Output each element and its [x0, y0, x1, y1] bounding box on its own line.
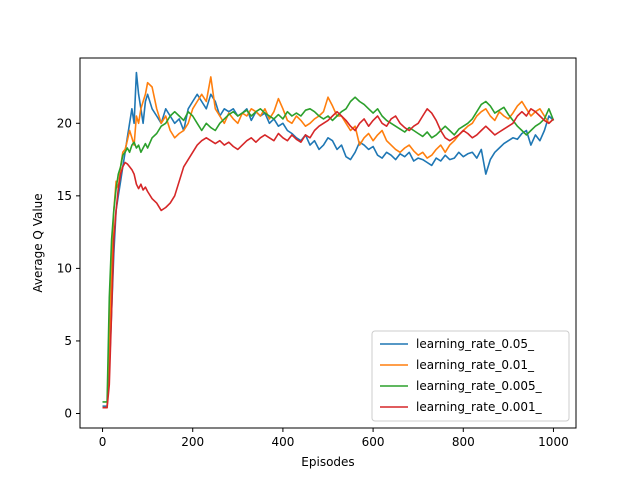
y-axis: 0 5 10 15 20: [57, 116, 80, 420]
x-tick-label: 200: [181, 435, 204, 449]
y-tick-label: 0: [64, 406, 72, 420]
x-tick-label: 600: [362, 435, 385, 449]
x-tick-label: 1000: [538, 435, 569, 449]
y-tick-label: 10: [57, 261, 72, 275]
legend-label: learning_rate_0.005_: [416, 379, 543, 393]
y-tick-label: 15: [57, 189, 72, 203]
plot-frame: [79, 57, 577, 429]
series-line-0: [102, 71, 555, 408]
x-tick-label: 0: [99, 435, 107, 449]
series-line-1: [102, 76, 555, 409]
x-axis: 0 200 400 600 800 1000: [99, 428, 569, 449]
series-line-3: [102, 108, 555, 409]
x-tick-label: 800: [452, 435, 475, 449]
series-line-2: [102, 96, 555, 403]
x-tick-label: 400: [271, 435, 294, 449]
legend-label: learning_rate_0.05_: [416, 337, 535, 351]
legend-box: [371, 330, 570, 422]
y-tick-label: 20: [57, 116, 72, 130]
x-axis-label: Episodes: [301, 455, 354, 469]
legend: learning_rate_0.05_ learning_rate_0.01_le…: [371, 330, 570, 422]
plot-lines: [102, 71, 555, 409]
y-tick-label: 5: [64, 334, 72, 348]
y-axis-label: Average Q Value: [31, 193, 45, 292]
legend-label: learning_rate_0.01_: [416, 358, 535, 372]
legend-label: learning_rate_0.001_: [416, 400, 543, 414]
